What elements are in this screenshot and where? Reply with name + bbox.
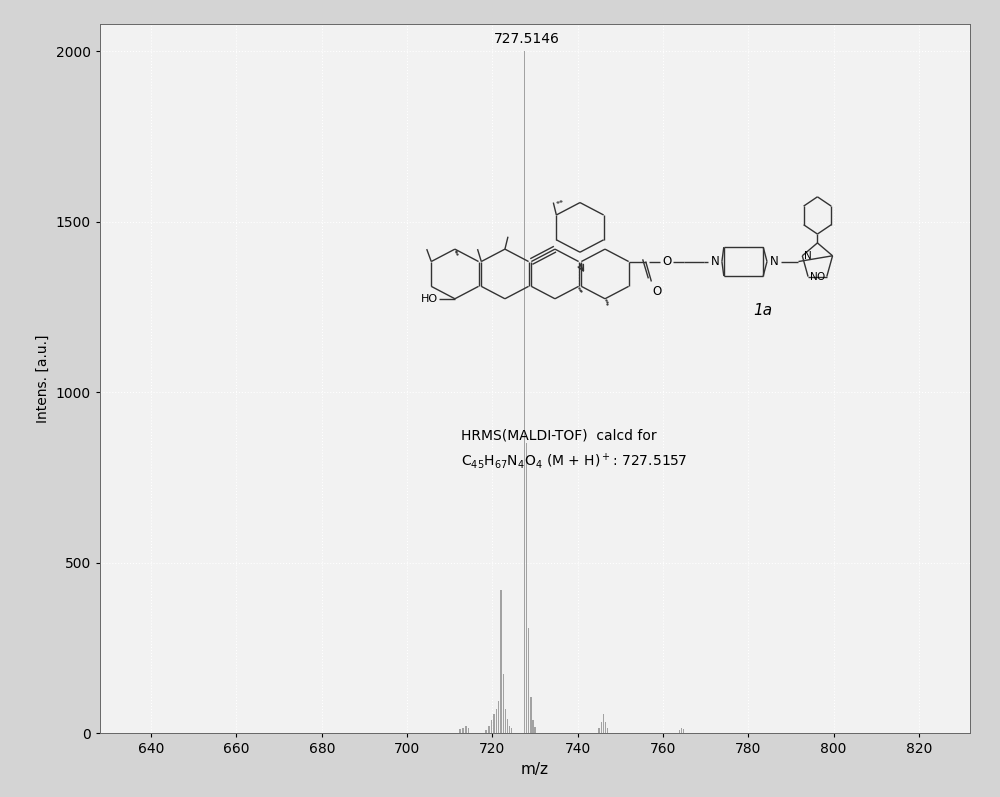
Bar — [503, 673, 504, 733]
Bar — [498, 701, 499, 733]
Bar — [607, 728, 608, 733]
Bar — [532, 720, 534, 733]
Bar — [530, 697, 532, 733]
Bar — [462, 728, 464, 733]
Bar — [500, 590, 502, 733]
Bar — [509, 726, 510, 733]
Bar — [507, 719, 508, 733]
Bar — [465, 726, 467, 733]
Bar — [493, 714, 495, 733]
Y-axis label: Intens. [a.u.]: Intens. [a.u.] — [36, 334, 50, 423]
Bar — [496, 709, 497, 733]
Bar — [459, 729, 461, 733]
Bar — [681, 728, 682, 733]
Bar — [526, 443, 527, 733]
Bar — [491, 720, 492, 733]
Bar — [505, 709, 506, 733]
Bar — [598, 728, 600, 733]
Bar — [679, 730, 680, 733]
Bar — [534, 727, 536, 733]
Text: 727.5146: 727.5146 — [494, 32, 559, 46]
Bar — [468, 728, 469, 733]
Bar — [524, 51, 525, 733]
Bar — [528, 627, 529, 733]
Bar — [605, 722, 606, 733]
Text: HRMS(MALDI-TOF)  calcd for
C$_{45}$H$_{67}$N$_4$O$_4$ (M + H)$^+$: 727.5157: HRMS(MALDI-TOF) calcd for C$_{45}$H$_{67… — [461, 428, 687, 471]
Bar — [601, 722, 602, 733]
X-axis label: m/z: m/z — [521, 762, 549, 777]
Bar — [488, 726, 490, 733]
Bar — [603, 714, 604, 733]
Bar — [485, 730, 487, 733]
Bar — [511, 728, 512, 733]
Bar — [683, 729, 684, 733]
